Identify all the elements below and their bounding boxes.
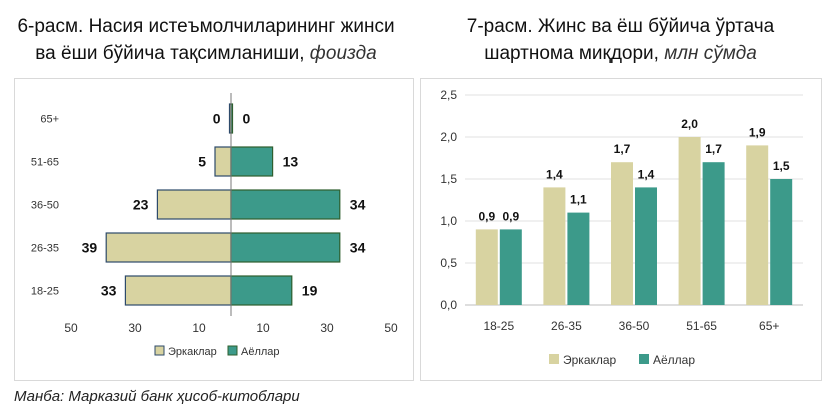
legend-female-label: Аёллар (241, 346, 280, 358)
right-title-line1: 7-расм. Жинс ва ёш бўйича ўртача (466, 16, 775, 37)
x-tick-label: 30 (320, 321, 334, 335)
female-bar (230, 275, 293, 306)
right-chart-panel: 0,0 0,5 1,0 1,5 2,0 2,5 0,9 0,9 18-25 1,4 1,1 26-35… (420, 78, 822, 381)
legend-male-swatch (549, 354, 559, 364)
male-value-label: 0 (213, 111, 221, 127)
male-bar (746, 145, 769, 305)
x-category-label: 51-65 (686, 319, 717, 333)
right-title-line2-wrap: шартнома миқдори, млн сўмда (418, 40, 823, 67)
female-bar (230, 189, 341, 220)
male-value-label: 0,9 (478, 209, 495, 223)
legend-female-swatch (639, 354, 649, 364)
female-value-label: 0,9 (502, 209, 519, 223)
age-label: 51-65 (31, 157, 59, 169)
left-title-line2-wrap: ва ёши бўйича тақсимланиши, фоизда (0, 40, 412, 67)
male-bar (156, 189, 232, 220)
female-value-label: 1,5 (773, 159, 790, 173)
female-value-label: 34 (350, 240, 366, 256)
female-value-label: 1,4 (638, 167, 655, 181)
female-bar (230, 146, 274, 177)
legend-male-swatch (154, 345, 165, 356)
left-chart-panel: 65+ 0 0 51-65 5 13 36-50 23 34 26-35 39 34 18-25 33 19… (14, 78, 414, 381)
female-value-label: 1,7 (705, 142, 722, 156)
male-value-label: 5 (198, 154, 206, 170)
left-title-line1: 6-расм. Насия истеъмолчиларининг жинси (17, 16, 395, 37)
x-category-label: 18-25 (483, 319, 514, 333)
x-tick-label: 10 (256, 321, 270, 335)
age-label: 65+ (40, 114, 59, 126)
y-tick-label: 0,0 (440, 298, 457, 312)
legend-male-label: Эркаклар (563, 353, 617, 367)
female-bar (567, 212, 590, 305)
female-value-label: 13 (283, 154, 299, 170)
x-category-label: 26-35 (551, 319, 582, 333)
bar-chart: 0,0 0,5 1,0 1,5 2,0 2,5 0,9 0,9 18-25 1,4 1,1 26-35… (440, 88, 803, 367)
male-bar (678, 137, 701, 305)
left-title-line2: ва ёши бўйича тақсимланиши, (35, 43, 305, 64)
y-tick-label: 1,0 (440, 214, 457, 228)
female-bar (635, 187, 657, 305)
right-title-unit: млн сўмда (664, 43, 757, 64)
legend-female-label: Аёллар (653, 353, 695, 367)
male-bar (543, 187, 566, 305)
age-label: 18-25 (31, 286, 59, 298)
female-value-label: 19 (302, 283, 318, 299)
age-label: 36-50 (31, 200, 59, 212)
male-value-label: 39 (82, 240, 98, 256)
left-title-unit: фоизда (309, 43, 377, 64)
female-bar (230, 232, 341, 263)
x-tick-label: 50 (384, 321, 398, 335)
x-tick-label: 30 (128, 321, 142, 335)
female-value-label: 1,1 (570, 193, 587, 207)
female-value-label: 0 (243, 111, 251, 127)
x-tick-label: 50 (64, 321, 78, 335)
x-tick-label: 10 (192, 321, 206, 335)
left-chart-title: 6-расм. Насия истеъмолчиларининг жинси в… (0, 13, 412, 67)
male-bar (611, 162, 633, 305)
female-value-label: 34 (350, 197, 366, 213)
female-bar (702, 162, 725, 305)
male-bar (124, 275, 232, 306)
legend-male-label: Эркаклар (168, 346, 217, 358)
male-value-label: 2,0 (681, 117, 698, 131)
male-value-label: 1,7 (614, 142, 631, 156)
male-value-label: 33 (101, 283, 117, 299)
right-chart-title: 7-расм. Жинс ва ёш бўйича ўртача шартном… (418, 13, 823, 67)
male-bar (214, 146, 232, 177)
y-tick-label: 1,5 (440, 172, 457, 186)
female-bar (499, 229, 522, 305)
male-value-label: 23 (133, 197, 149, 213)
male-value-label: 1,4 (546, 167, 563, 181)
male-bar (475, 229, 498, 305)
male-bar (105, 232, 232, 263)
y-tick-label: 2,5 (440, 88, 457, 102)
right-title-line2: шартнома миқдори, (484, 43, 659, 64)
y-tick-label: 0,5 (440, 256, 457, 270)
female-bar (770, 179, 793, 305)
male-value-label: 1,9 (749, 125, 766, 139)
x-category-label: 65+ (759, 319, 779, 333)
source-note: Манба: Марказий банк ҳисоб-китоблари (14, 388, 300, 405)
age-label: 26-35 (31, 243, 59, 255)
pyramid-chart: 65+ 0 0 51-65 5 13 36-50 23 34 26-35 39 34 18-25 33 19… (31, 93, 398, 358)
y-tick-label: 2,0 (440, 130, 457, 144)
x-category-label: 36-50 (619, 319, 650, 333)
legend-female-swatch (227, 345, 238, 356)
